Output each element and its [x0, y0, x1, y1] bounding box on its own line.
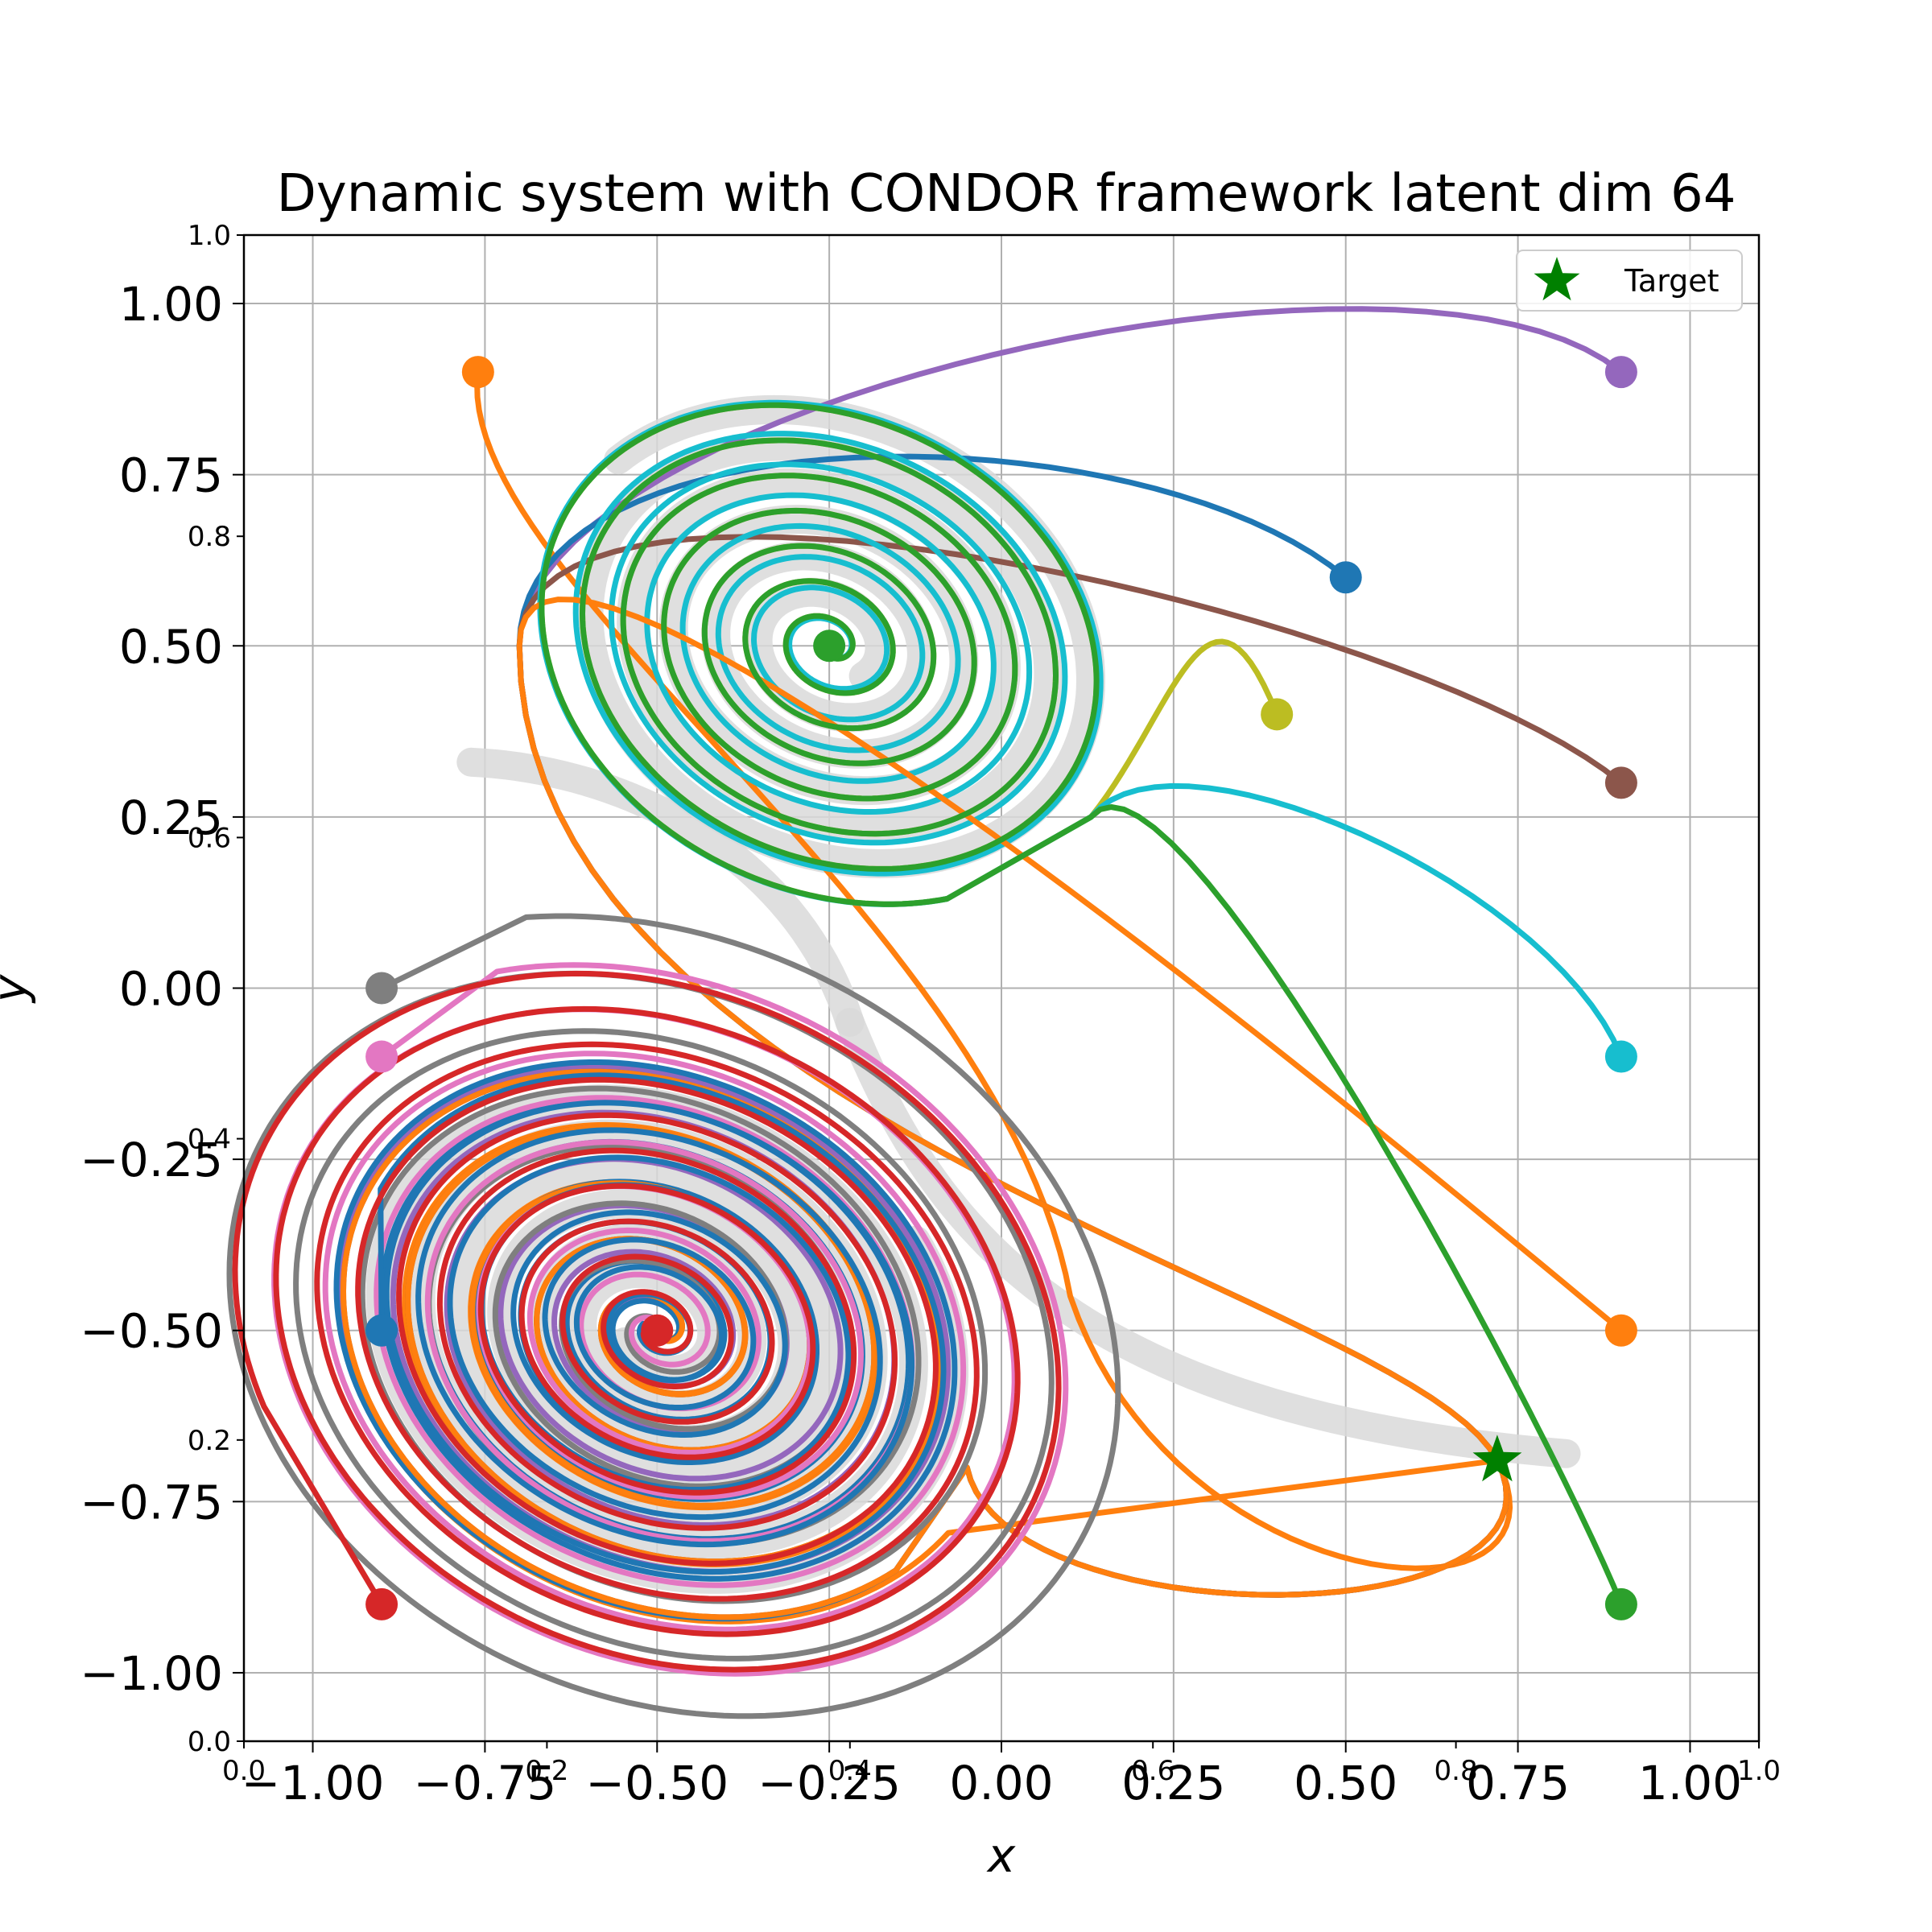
trajectory-line: [539, 402, 1624, 1608]
start-point-marker: [1604, 356, 1637, 389]
plot-area: −1.00 −0.75 −0.50 −0.25 0.00 0.25 0.50 0.75 1.00…: [80, 220, 1781, 1810]
x-tick-label: 1.00: [1638, 1756, 1742, 1810]
overlay-x-tick-label: 0.4: [828, 1755, 872, 1787]
overlay-y-tick-label: 0.8: [188, 521, 231, 553]
overlay-x-tick-label: 0.6: [1131, 1755, 1174, 1787]
attractor-upper-marker: [813, 630, 846, 663]
trajectory-line: [232, 970, 1062, 1673]
trajectory-line: [378, 1072, 947, 1575]
start-point-marker: [365, 1040, 398, 1073]
x-tick-label: 0.00: [949, 1756, 1053, 1810]
start-point-marker: [1329, 561, 1362, 594]
overlay-x-tick-label: 1.0: [1737, 1755, 1781, 1787]
trajectory-line: [341, 597, 1624, 1620]
y-tick-label: −0.50: [80, 1304, 223, 1359]
start-point-marker: [1261, 698, 1294, 731]
start-point-marker: [461, 356, 494, 389]
x-tick-label: −0.75: [414, 1756, 557, 1810]
overlay-y-tick-label: 1.0: [188, 220, 231, 252]
start-point-marker: [365, 1314, 398, 1347]
start-point-marker: [365, 972, 398, 1005]
legend: Target: [1516, 250, 1743, 312]
trajectories: [226, 306, 1624, 1719]
y-tick-label: 0.75: [119, 448, 223, 503]
chart-title: Dynamic system with CONDOR framework lat…: [277, 164, 1736, 224]
x-axis-label: x: [986, 1828, 1016, 1883]
x-tick-label: 0.75: [1466, 1756, 1570, 1810]
overlay-y-tick-label: 0.6: [188, 822, 231, 854]
start-point-marker: [1604, 1040, 1637, 1073]
target-star-icon: [1472, 1435, 1522, 1482]
legend-box: [1516, 250, 1743, 312]
y-tick-label: 0.50: [119, 619, 223, 674]
y-tick-label: −1.00: [80, 1646, 223, 1701]
overlay-x-tick-label: 0.0: [222, 1755, 266, 1787]
trajectory-line: [537, 399, 1624, 1059]
legend-label-target: Target: [1624, 263, 1719, 299]
ticks: −1.00 −0.75 −0.50 −0.25 0.00 0.25 0.50 0.75 1.00…: [80, 220, 1781, 1810]
x-tick-label: 0.50: [1294, 1756, 1397, 1810]
overlay-y-tick-label: 0.4: [188, 1124, 231, 1156]
overlay-x-tick-label: 0.2: [525, 1755, 568, 1787]
overlay-x-tick-label: 0.8: [1435, 1755, 1478, 1787]
start-markers: [365, 356, 1637, 1620]
x-tick-label: −0.25: [758, 1756, 901, 1810]
y-tick-label: 1.00: [119, 277, 223, 332]
start-point-marker: [1604, 1587, 1637, 1620]
y-axis-label: y: [0, 974, 37, 1004]
attractor-lower-marker: [641, 1314, 674, 1347]
start-point-marker: [365, 1587, 398, 1620]
legend-target-star-icon: [1534, 257, 1580, 301]
x-tick-label: −0.50: [585, 1756, 729, 1810]
x-tick-label: 0.25: [1121, 1756, 1225, 1810]
y-tick-label: 0.00: [119, 962, 223, 1017]
start-point-marker: [1604, 766, 1637, 799]
start-point-marker: [1604, 1314, 1637, 1347]
y-tick-label: 0.25: [119, 791, 223, 845]
overlay-y-tick-label: 0.2: [188, 1425, 231, 1457]
overlay-y-tick-label: 0.0: [188, 1726, 231, 1758]
y-tick-label: −0.75: [80, 1475, 223, 1530]
x-tick-label: −1.00: [242, 1756, 385, 1810]
demonstration-band: [456, 747, 865, 1037]
y-tick-label: −0.25: [80, 1133, 223, 1187]
